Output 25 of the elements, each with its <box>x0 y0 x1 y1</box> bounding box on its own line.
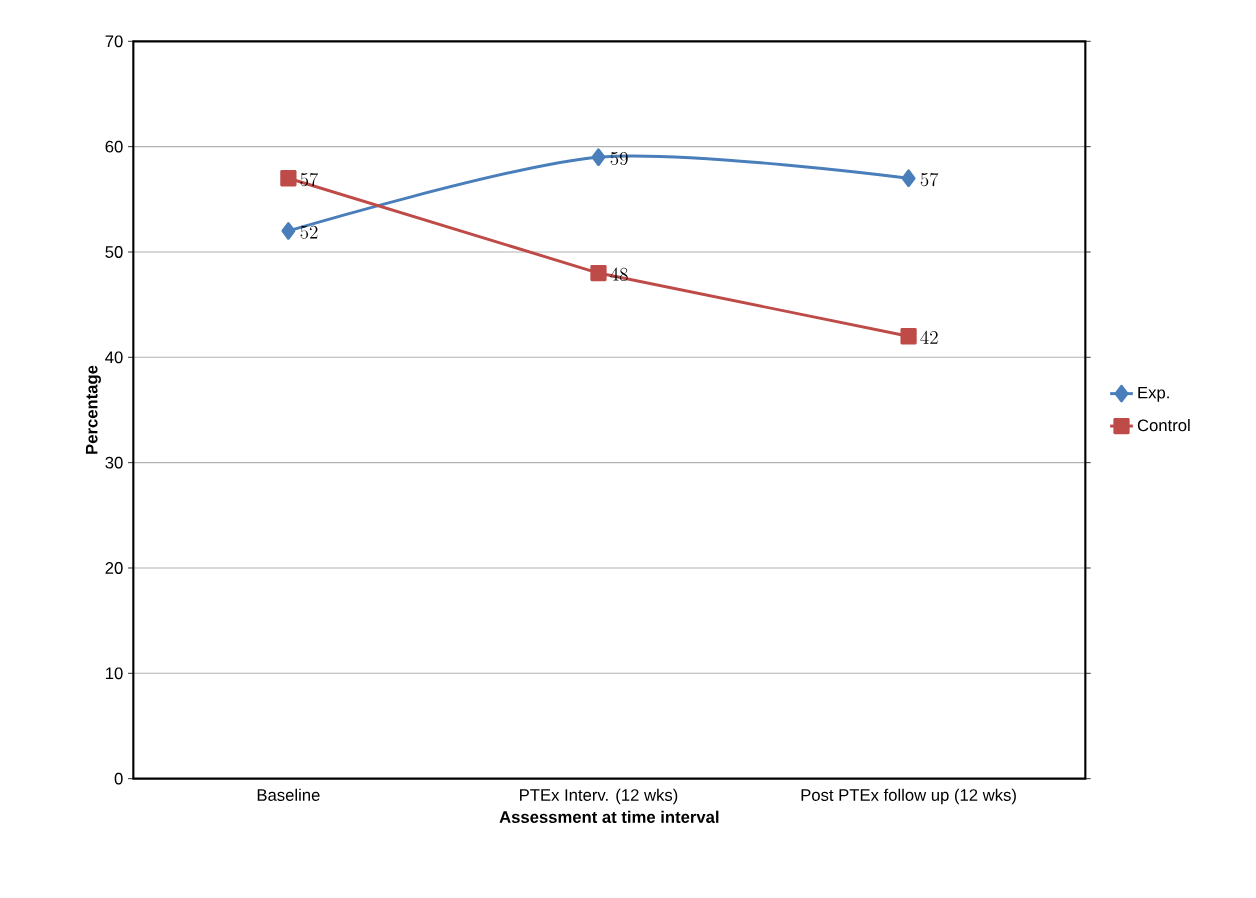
data-label: 57 <box>920 172 939 187</box>
point <box>281 222 296 240</box>
legend-label: Exp. <box>1138 386 1169 402</box>
data-label: 52 <box>300 225 318 239</box>
x-tick-label: Baseline <box>257 788 320 801</box>
y-tick-label: 60 <box>105 140 123 153</box>
y-tick-label: 0 <box>114 772 123 785</box>
y-tick-label: 30 <box>105 456 123 469</box>
y-tick-label: 40 <box>105 351 123 364</box>
point <box>590 264 607 282</box>
x-axis-title: Assessment at time interval <box>499 810 719 823</box>
point <box>280 170 297 187</box>
y-axis-title: Percentage <box>85 365 101 454</box>
point <box>591 148 606 166</box>
point <box>900 328 917 345</box>
data-label: 57 <box>300 172 319 187</box>
y-tick-label: 10 <box>106 667 123 680</box>
legend-label: Control <box>1137 419 1190 432</box>
y-tick-label: 70 <box>105 35 123 48</box>
y-tick-label: 50 <box>105 246 123 258</box>
point <box>901 169 916 188</box>
y-tick-label: 20 <box>105 562 123 574</box>
x-tick-label: Post PTEx follow up (12 wks) <box>801 788 1016 805</box>
data-label: 42 <box>920 330 938 344</box>
x-tick-label: PTEx Interv. (12 wks) <box>520 788 678 805</box>
